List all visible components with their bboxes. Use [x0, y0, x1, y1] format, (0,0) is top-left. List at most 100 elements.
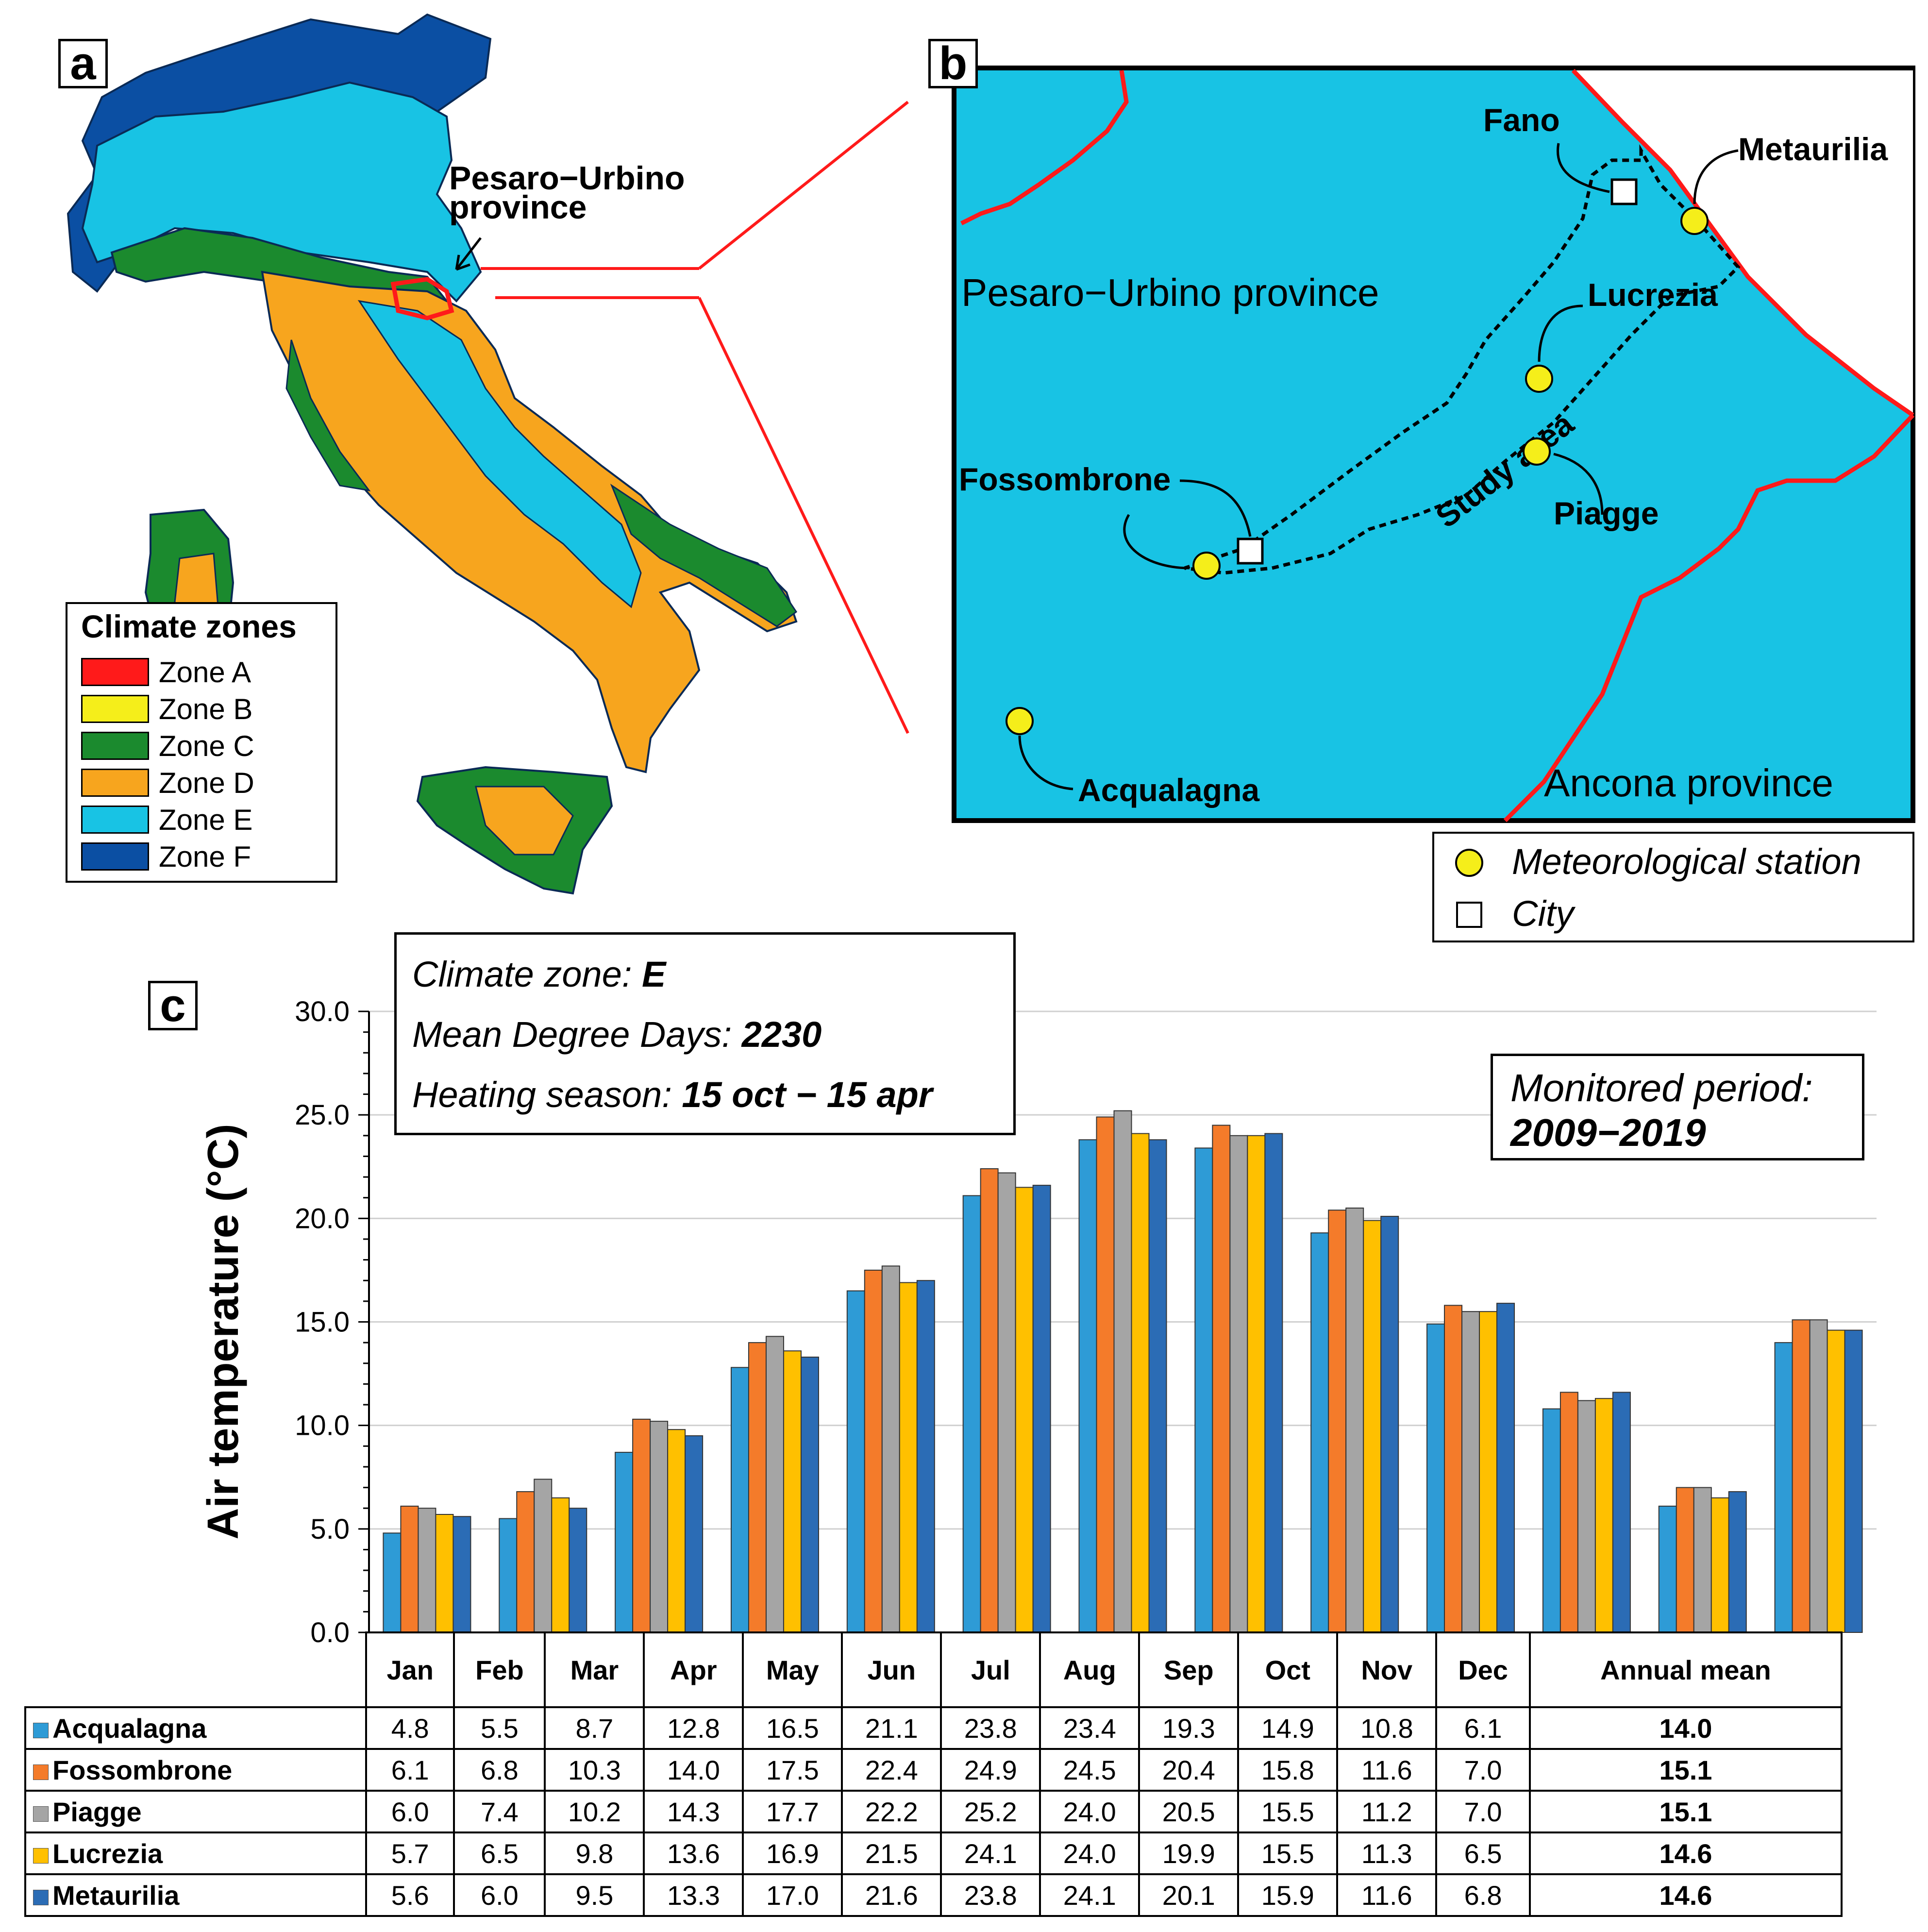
series-swatch — [33, 1722, 49, 1738]
acqualagna-label: Acqualagna — [1078, 772, 1260, 808]
table-value-cell: 16.5 — [742, 1706, 843, 1750]
table-value-cell: 21.6 — [841, 1873, 942, 1917]
table-row-label: Piagge — [24, 1790, 367, 1833]
table-value-cell: 25.2 — [940, 1790, 1041, 1833]
bar-fossombrone — [1444, 1305, 1463, 1633]
y-tick-label: 5.0 — [310, 1513, 350, 1545]
bar-piagge — [1577, 1400, 1596, 1633]
table-value-cell: 7.0 — [1435, 1748, 1531, 1792]
table-header-cell: Jan — [365, 1631, 455, 1708]
callout-line-1: Pesaro−Urbino — [449, 160, 685, 197]
table-value-cell: 14.0 — [643, 1748, 744, 1792]
legend-row-zone: Zone F — [81, 838, 335, 875]
bar-lucrezia — [1479, 1311, 1498, 1633]
coastline — [1571, 68, 1914, 417]
bar-fossombrone — [748, 1342, 767, 1633]
table-value-cell: 6.0 — [365, 1790, 455, 1833]
y-tick-label: 25.0 — [295, 1099, 350, 1131]
italy-climate-map: Pesaro−Urbino province — [67, 13, 798, 895]
bar-piagge — [1461, 1311, 1480, 1633]
zone-d-peninsula — [261, 270, 798, 773]
degree-days-line: Mean Degree Days: 2230 — [412, 1014, 822, 1055]
series-swatch — [33, 1764, 49, 1780]
bar-piagge — [881, 1265, 900, 1633]
metaurilia-station — [1680, 207, 1709, 235]
bar-metaurilia — [1380, 1216, 1399, 1633]
bar-fossombrone — [980, 1168, 999, 1633]
study-area-map: Pesaro−Urbino province Ancona province S… — [952, 66, 1915, 823]
bar-fossombrone — [1676, 1487, 1694, 1633]
table-value-cell: 6.1 — [1435, 1706, 1531, 1750]
table-header-cell: May — [742, 1631, 843, 1708]
pesaro-province-label: Pesaro−Urbino province — [961, 271, 1379, 314]
table-header-cell: Apr — [643, 1631, 744, 1708]
y-tick-label: 15.0 — [295, 1307, 350, 1338]
bar-acqualagna — [1078, 1139, 1097, 1633]
table-header-cell: Annual mean — [1528, 1631, 1843, 1708]
map-legend: Meteorological station City — [1432, 832, 1914, 942]
legend-zone-label: Zone C — [159, 729, 254, 762]
table-value-cell: 24.0 — [1039, 1790, 1140, 1833]
table-value-cell: 14.0 — [1528, 1706, 1843, 1750]
table-value-cell: 20.4 — [1138, 1748, 1240, 1792]
table-value-cell: 20.1 — [1138, 1873, 1240, 1917]
panel-c-letter: c — [148, 981, 198, 1030]
table-value-cell: 5.5 — [453, 1706, 546, 1750]
zone-e-apennines — [357, 300, 642, 608]
table-value-cell: 13.6 — [643, 1831, 744, 1875]
legend-zone-label: Zone F — [159, 840, 251, 873]
series-name: Piagge — [52, 1796, 142, 1827]
bar-lucrezia — [1247, 1135, 1266, 1633]
table-value-cell: 14.6 — [1528, 1831, 1843, 1875]
table-row: Acqualagna 4.8 5.5 8.7 12.8 16.5 21.1 23.8 23.4 1… — [24, 1706, 1843, 1750]
table-value-cell: 22.4 — [841, 1748, 942, 1792]
bar-lucrezia — [1131, 1133, 1150, 1633]
table-value-cell: 24.1 — [1039, 1873, 1140, 1917]
table-value-cell: 6.1 — [365, 1748, 455, 1792]
bar-metaurilia — [800, 1356, 819, 1633]
bar-acqualagna — [1542, 1408, 1561, 1633]
legend-title: Climate zones — [81, 608, 297, 644]
y-tick-label: 30.0 — [295, 996, 350, 1027]
table-row: Piagge 6.0 7.4 10.2 14.3 17.7 22.2 25.2 24.0 20.5… — [24, 1790, 1843, 1833]
bar-fossombrone — [1559, 1392, 1578, 1633]
series-swatch — [33, 1848, 49, 1864]
table-value-cell: 4.8 — [365, 1706, 455, 1750]
climate-zone-line: Climate zone: E — [412, 954, 666, 994]
fano-label: Fano — [1483, 102, 1560, 138]
legend-swatch — [81, 695, 149, 723]
acqualagna-station — [1006, 707, 1034, 735]
bar-acqualagna — [1194, 1147, 1213, 1633]
climate-zones-legend: Climate zones Zone A Zone B Zone C Zone D Zo… — [66, 602, 337, 883]
table-value-cell: 11.3 — [1336, 1831, 1438, 1875]
table-value-cell: 14.6 — [1528, 1873, 1843, 1917]
table-value-cell: 7.4 — [453, 1790, 546, 1833]
table-value-cell: 20.5 — [1138, 1790, 1240, 1833]
table-value-cell: 8.7 — [544, 1706, 645, 1750]
table-value-cell: 17.5 — [742, 1748, 843, 1792]
zone-c-coast-east — [610, 484, 798, 627]
table-header-cell: Sep — [1138, 1631, 1240, 1708]
bar-fossombrone — [400, 1505, 419, 1633]
monitored-value: 2009−2019 — [1510, 1111, 1706, 1154]
series-name: Acqualagna — [52, 1713, 207, 1744]
heating-season-line: Heating season: 15 oct − 15 apr — [412, 1075, 933, 1115]
table-row-label: Metaurilia — [24, 1873, 367, 1917]
table-value-cell: 14.3 — [643, 1790, 744, 1833]
table-value-cell: 6.5 — [453, 1831, 546, 1875]
table-value-cell: 21.1 — [841, 1706, 942, 1750]
boundary-ancona — [1503, 413, 1915, 823]
bar-acqualagna — [615, 1452, 634, 1633]
table-header-cell: Nov — [1336, 1631, 1438, 1708]
table-row-label: Lucrezia — [24, 1831, 367, 1875]
table-value-cell: 22.2 — [841, 1790, 942, 1833]
bar-metaurilia — [1496, 1303, 1515, 1633]
station-legend-icon — [1455, 849, 1483, 877]
legend-swatch — [81, 769, 149, 797]
legend-zone-label: Zone B — [159, 692, 253, 725]
bar-fossombrone — [1096, 1116, 1115, 1633]
table-value-cell: 6.8 — [1435, 1873, 1531, 1917]
table-value-cell: 17.7 — [742, 1790, 843, 1833]
piagge-station — [1523, 437, 1551, 466]
zoom-lines — [481, 101, 909, 734]
